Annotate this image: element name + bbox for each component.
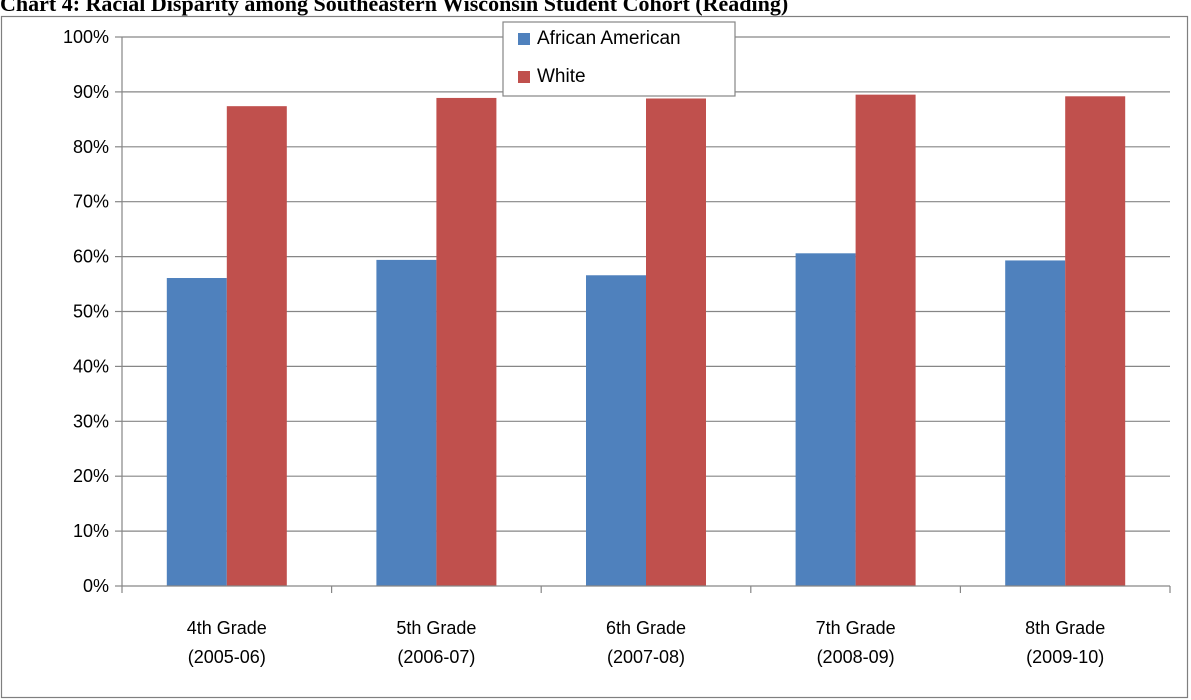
y-tick-label: 20%	[73, 466, 109, 486]
chart-title: Chart 4: Racial Disparity among Southeas…	[0, 0, 789, 16]
bar	[586, 275, 646, 586]
y-tick-label: 0%	[83, 576, 109, 596]
x-tick-label: 6th Grade	[606, 618, 686, 638]
bar	[1065, 96, 1126, 587]
bar	[646, 98, 706, 586]
x-tick-label: 7th Grade	[816, 618, 896, 638]
x-tick-label: (2005-06)	[188, 647, 266, 667]
y-tick-label: 50%	[73, 302, 109, 322]
y-tick-label: 70%	[73, 192, 109, 212]
legend-entry: White	[537, 66, 586, 87]
y-tick-label: 80%	[73, 137, 109, 157]
x-tick-label: 4th Grade	[187, 618, 267, 638]
x-tick-label: (2007-08)	[607, 647, 685, 667]
bar	[1005, 260, 1066, 586]
legend-box	[502, 21, 736, 97]
chart-border	[0, 15, 1189, 699]
x-tick-label: 5th Grade	[396, 618, 476, 638]
y-tick-label: 100%	[63, 27, 109, 47]
y-tick-label: 40%	[73, 356, 109, 376]
x-tick-label: (2006-07)	[397, 647, 475, 667]
bar	[226, 106, 287, 586]
legend-entry: African American	[537, 28, 681, 49]
y-tick-label: 30%	[73, 411, 109, 431]
bar	[376, 259, 437, 586]
bar	[436, 97, 497, 587]
y-tick-label: 90%	[73, 82, 109, 102]
legend-swatch	[518, 33, 530, 45]
legend-swatch	[518, 71, 530, 83]
x-tick-label: (2009-10)	[1026, 647, 1104, 667]
y-tick-label: 60%	[73, 247, 109, 267]
x-tick-label: (2008-09)	[817, 647, 895, 667]
bar	[855, 94, 916, 587]
x-tick-label: 8th Grade	[1025, 618, 1105, 638]
bar	[166, 278, 227, 586]
bar	[795, 253, 856, 586]
y-tick-label: 10%	[73, 521, 109, 541]
